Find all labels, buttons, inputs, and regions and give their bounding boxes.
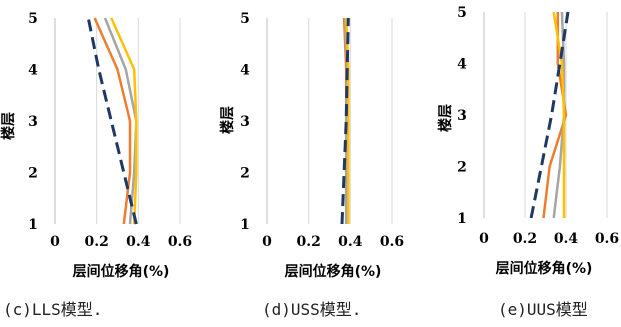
y-axis-title: 楼层 (0, 112, 17, 140)
y-tick-label: 3 (457, 108, 467, 124)
x-tick-label: 0 (479, 231, 489, 247)
y-tick-label: 5 (240, 11, 250, 27)
y-tick-label: 5 (28, 11, 38, 27)
x-axis-title: 层间位移角(%) (285, 263, 382, 280)
y-axis-title: 楼层 (437, 104, 454, 132)
y-tick-label: 2 (28, 166, 38, 182)
y-tick-label: 3 (28, 114, 38, 130)
y-axis-title: 楼层 (219, 106, 236, 134)
y-tick-label: 5 (457, 5, 467, 21)
series-line-1 (93, 17, 132, 225)
x-axis-title: 层间位移角(%) (73, 263, 170, 280)
x-tick-label: 0.2 (513, 231, 537, 247)
series-line-1 (542, 12, 568, 219)
x-tick-label: 0.2 (84, 234, 108, 250)
y-tick-label: 4 (28, 63, 38, 79)
y-tick-label: 2 (457, 160, 467, 176)
y-tick-label: 4 (457, 57, 467, 73)
x-tick-label: 0 (262, 234, 272, 250)
x-tick-label: 0.4 (126, 234, 151, 250)
y-tick-label: 1 (457, 211, 467, 227)
y-tick-label: 4 (240, 63, 250, 79)
x-tick-label: 0.6 (168, 234, 192, 250)
y-tick-label: 1 (240, 217, 250, 233)
panel-caption: (d)USS模型. (262, 300, 361, 319)
series-line-4 (340, 17, 350, 225)
y-tick-label: 1 (28, 217, 38, 233)
panel-2: 0 0.2 0.4 0.6 1 2 3 4 5 层间位移角(%) 楼层 (d)USS模型. (219, 11, 404, 319)
panel-caption: (e)UUS模型 (498, 300, 588, 319)
x-tick-label: 0.4 (338, 234, 363, 250)
y-tick-label: 3 (240, 114, 250, 130)
x-tick-label: 0.6 (595, 231, 619, 247)
x-tick-label: 0.2 (296, 234, 320, 250)
x-tick-label: 0 (50, 234, 60, 250)
y-tick-label: 2 (240, 166, 250, 182)
panel-3: 0 0.2 0.4 0.6 1 2 3 4 5 层间位移角(%) 楼层 (e)UUS模型 (437, 5, 619, 319)
x-tick-label: 0.6 (380, 234, 404, 250)
series-line-3 (110, 17, 138, 225)
x-tick-label: 0.4 (554, 231, 579, 247)
series-line-3 (552, 11, 566, 218)
panel-caption: (c)LLS模型. (3, 300, 102, 319)
x-axis-title: 层间位移角(%) (496, 260, 593, 277)
panel-1: 0 0.2 0.4 0.6 1 2 3 4 5 层间位移角(%) 楼层 (c)LLS模型. (0, 11, 192, 319)
